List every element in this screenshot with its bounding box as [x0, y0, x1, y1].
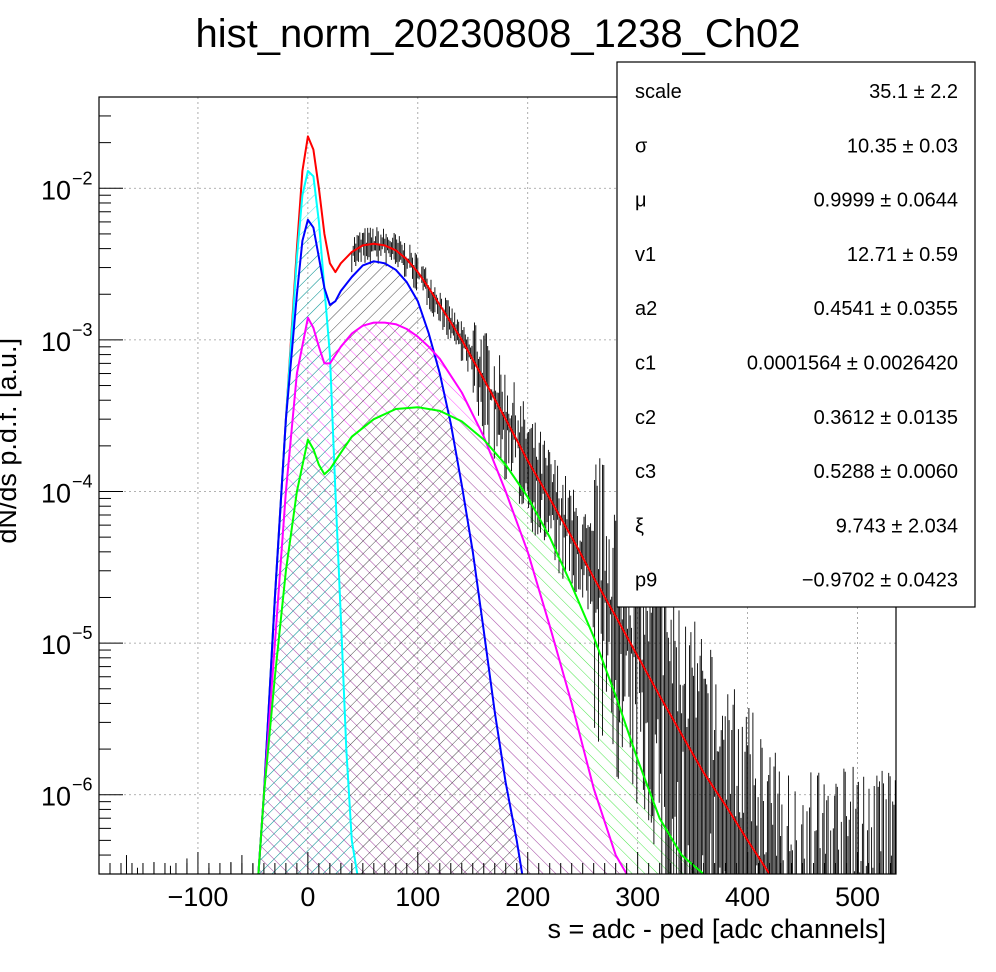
stat-name: c1	[635, 353, 656, 375]
x-tick-label: −100	[168, 882, 229, 912]
series-line	[257, 218, 524, 874]
x-tick-label: 200	[505, 882, 550, 912]
y-tick-exponent: −5	[72, 623, 93, 643]
stat-value: −0.9702 ± 0.0423	[802, 570, 958, 592]
x-axis-label: s = adc - ped [adc channels]	[548, 914, 886, 944]
y-tick-label: 10	[41, 479, 71, 509]
y-tick-label: 10	[41, 782, 71, 812]
stat-value: 12.71 ± 0.59	[847, 244, 958, 266]
stat-value: 10.35 ± 0.03	[847, 135, 958, 157]
stat-name: scale	[635, 81, 682, 103]
x-tick-label: 300	[615, 882, 660, 912]
x-tick-label: 0	[300, 882, 315, 912]
stats-box: scale 35.1 ± 2.2 σ 10.35 ± 0.03 μ 0.9999 ± 0.…	[616, 61, 976, 608]
stat-name: μ	[635, 190, 647, 212]
stat-value: 0.9999 ± 0.0644	[814, 190, 958, 212]
y-tick-exponent: −6	[72, 775, 93, 795]
y-axis: 10−610−510−410−310−2	[41, 96, 123, 875]
y-tick-label: 10	[41, 630, 71, 660]
x-tick-label: 400	[725, 882, 770, 912]
y-tick-exponent: −4	[72, 472, 93, 492]
hatched-areas	[258, 171, 704, 874]
stat-value: 0.5288 ± 0.0060	[814, 461, 958, 483]
stat-value: 0.4541 ± 0.0355	[814, 298, 958, 320]
stat-value: 35.1 ± 2.2	[869, 81, 958, 103]
stat-name: a2	[635, 298, 657, 320]
series-line	[257, 406, 705, 874]
series-line	[257, 135, 771, 874]
hatched-area	[258, 171, 358, 874]
y-tick-label: 10	[41, 175, 71, 205]
stat-value: 0.0001564 ± 0.0026420	[747, 353, 958, 375]
stat-name: p9	[635, 570, 657, 592]
y-tick-exponent: −3	[72, 320, 93, 340]
x-tick-label: 500	[835, 882, 880, 912]
y-tick-label: 10	[41, 327, 71, 357]
stat-value: 9.743 ± 2.034	[836, 515, 958, 537]
chart-title: hist_norm_20230808_1238_Ch02	[196, 12, 801, 56]
stat-name: c3	[635, 461, 656, 483]
stat-name: ξ	[635, 515, 644, 537]
stat-name: c2	[635, 407, 656, 429]
stat-name: σ	[635, 135, 648, 157]
x-axis: −100 0 100 200 300 400 500	[109, 852, 892, 912]
x-tick-label: 100	[395, 882, 440, 912]
series-line	[257, 316, 628, 874]
stat-value: 0.3612 ± 0.0135	[814, 407, 958, 429]
stat-name: v1	[635, 244, 656, 266]
y-axis-label: dN/ds p.d.f. [a.u.]	[0, 338, 22, 544]
y-tick-exponent: −2	[72, 168, 93, 188]
